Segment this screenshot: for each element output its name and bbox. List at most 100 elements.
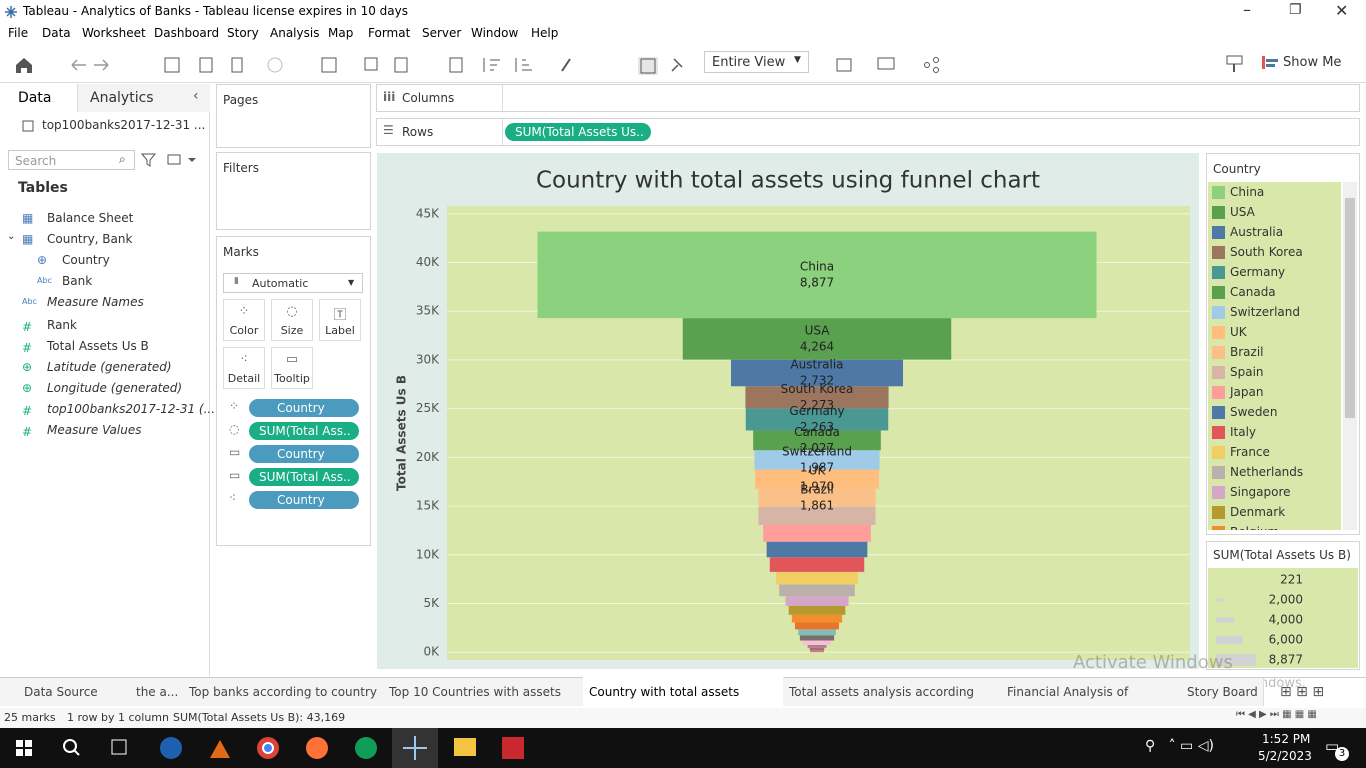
sheet-tab[interactable]: the a...	[130, 678, 184, 706]
legend-label[interactable]: South Korea	[1230, 245, 1303, 259]
data-tab[interactable]: Data	[18, 90, 52, 106]
funnel-segment[interactable]	[745, 386, 889, 409]
legend-label[interactable]: Netherlands	[1230, 465, 1304, 479]
legend-label[interactable]: Sweden	[1230, 405, 1278, 419]
legend-label[interactable]: Denmark	[1230, 505, 1286, 519]
legend-label[interactable]: UK	[1230, 325, 1247, 339]
field[interactable]: top100banks2017-12-31 (...	[47, 402, 216, 416]
new-sheet-icons[interactable]: ⊞ ⊞ ⊞	[1280, 684, 1325, 700]
scroll-thumb[interactable]	[1345, 198, 1355, 418]
funnel-segment[interactable]	[682, 318, 952, 360]
menu-item[interactable]: Format	[368, 26, 411, 40]
datasource[interactable]: top100banks2017-12-31 ...	[42, 118, 206, 132]
scrollbar[interactable]	[1343, 182, 1357, 530]
funnel-segment[interactable]	[758, 506, 876, 526]
funnel-segment[interactable]	[769, 557, 865, 572]
funnel-segment[interactable]	[766, 541, 868, 558]
field[interactable]: Rank	[47, 318, 77, 332]
search-box[interactable]: Search ⌕	[8, 150, 135, 170]
menu-item[interactable]: Dashboard	[154, 26, 220, 40]
mark-type[interactable]: ▮ Automatic ▼	[223, 273, 363, 293]
mark-button[interactable]: 🅃 Label	[319, 299, 361, 341]
sheet-tab[interactable]: Financial Analysis of Banks	[983, 678, 1164, 706]
funnel-segment[interactable]	[807, 644, 827, 648]
marks-pill[interactable]: Country	[249, 399, 359, 417]
close[interactable]: ✕	[1335, 1, 1349, 20]
funnel-segment[interactable]	[758, 488, 876, 507]
legend-label[interactable]: Australia	[1230, 225, 1284, 239]
funnel-segment[interactable]	[776, 571, 858, 585]
field[interactable]: Total Assets Us B	[47, 339, 149, 353]
fit-dropdown[interactable]: Entire View ▼	[704, 51, 809, 73]
menu-item[interactable]: Data	[42, 26, 71, 40]
menu-item[interactable]: Window	[471, 26, 519, 40]
funnel-segment[interactable]	[810, 650, 824, 653]
restore[interactable]: ❐	[1289, 2, 1302, 18]
funnel-segment[interactable]	[754, 469, 880, 489]
rows-pill[interactable]: SUM(Total Assets Us..	[505, 123, 651, 141]
legend-label[interactable]: Singapore	[1230, 485, 1291, 499]
analytics-tab[interactable]: Analytics	[90, 90, 154, 106]
sheet-tab[interactable]: Top banks according to country ...	[183, 678, 384, 706]
field[interactable]: Country, Bank	[47, 232, 133, 246]
funnel-segment[interactable]	[802, 640, 832, 645]
tray-icons[interactable]: ⚲ ˄ ▭ ◁)	[1145, 738, 1214, 754]
menu-item[interactable]: File	[8, 26, 29, 40]
legend-label[interactable]: Italy	[1230, 425, 1257, 439]
funnel-segment[interactable]	[809, 647, 825, 651]
legend-label[interactable]: Japan	[1230, 385, 1264, 399]
menu-item[interactable]: Help	[531, 26, 559, 40]
mark-button[interactable]: ⁖ Detail	[223, 347, 265, 389]
legend-label[interactable]: China	[1230, 185, 1265, 199]
funnel-segment[interactable]	[798, 629, 836, 636]
field[interactable]: Longitude (generated)	[47, 381, 183, 395]
funnel-segment[interactable]	[730, 359, 904, 387]
funnel-segment[interactable]	[753, 430, 881, 451]
sheet-tab[interactable]: Story Board	[1163, 678, 1264, 706]
funnel-segment[interactable]	[799, 635, 835, 641]
field[interactable]: Measure Names	[47, 295, 144, 309]
show-me-icon[interactable]	[1262, 55, 1278, 71]
funnel-segment[interactable]	[785, 596, 849, 606]
collapse[interactable]: ‹	[193, 88, 199, 104]
mark-button[interactable]: ⁘ Color	[223, 299, 265, 341]
menu-item[interactable]: Server	[422, 26, 462, 40]
funnel-segment[interactable]	[788, 605, 846, 615]
funnel-segment[interactable]	[754, 450, 880, 470]
nav-buttons[interactable]: ⏮ ◀ ▶ ⏭ ▦ ▦ ▦	[1236, 709, 1317, 720]
marks-pill[interactable]: SUM(Total Ass..	[249, 422, 359, 440]
funnel-segment[interactable]	[779, 584, 855, 597]
marks-pill[interactable]: Country	[249, 491, 359, 509]
sheet-tab[interactable]: Top 10 Countries with assets pr...	[383, 678, 584, 706]
legend-label[interactable]: Spain	[1230, 365, 1264, 379]
legend-label[interactable]: USA	[1230, 205, 1255, 219]
menu-item[interactable]: Analysis	[270, 26, 320, 40]
funnel-segment[interactable]	[794, 622, 840, 630]
legend-label[interactable]: Germany	[1230, 265, 1286, 279]
sheet-tab[interactable]: Data Source	[0, 678, 131, 706]
legend-label[interactable]: Brazil	[1230, 345, 1264, 359]
show-me[interactable]: Show Me	[1283, 55, 1342, 70]
format-icon[interactable]	[1226, 54, 1244, 74]
legend-label[interactable]: France	[1230, 445, 1270, 459]
field[interactable]: Country	[62, 253, 110, 267]
funnel-segment[interactable]	[537, 231, 1097, 319]
menu-item[interactable]: Worksheet	[82, 26, 146, 40]
field[interactable]: Measure Values	[47, 423, 142, 437]
legend-label[interactable]: Canada	[1230, 285, 1276, 299]
marks-pill[interactable]: Country	[249, 445, 359, 463]
funnel-segment[interactable]	[763, 525, 871, 542]
menu-item[interactable]: Map	[328, 26, 354, 40]
mark-button[interactable]: ◌ Size	[271, 299, 313, 341]
marks-pill[interactable]: SUM(Total Ass..	[249, 468, 359, 486]
sheet-tab[interactable]: Country with total assets using...	[583, 676, 784, 706]
minimize[interactable]: –	[1243, 0, 1251, 19]
mark-button[interactable]: ▭ Tooltip	[271, 347, 313, 389]
sheet-tab[interactable]: Total assets analysis according t...	[783, 678, 984, 706]
field[interactable]: Balance Sheet	[47, 211, 134, 225]
field[interactable]: Latitude (generated)	[47, 360, 172, 374]
field[interactable]: Bank	[62, 274, 93, 288]
legend-label[interactable]: Switzerland	[1230, 305, 1300, 319]
funnel-segment[interactable]	[791, 614, 843, 623]
funnel-segment[interactable]	[745, 408, 889, 431]
